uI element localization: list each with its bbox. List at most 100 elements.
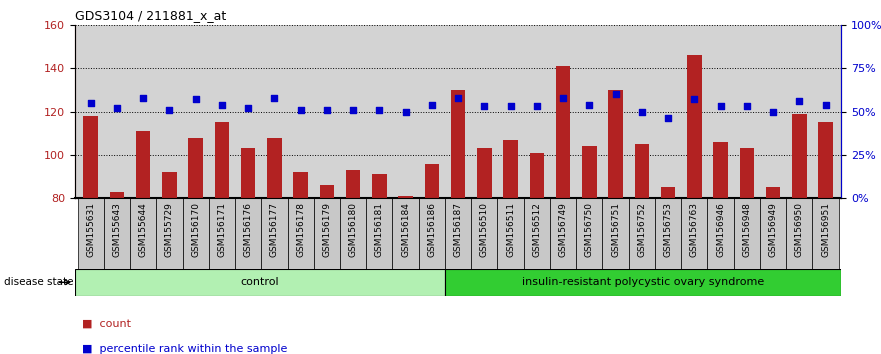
- Bar: [766, 187, 781, 198]
- Bar: [393, 198, 418, 269]
- Bar: [714, 142, 728, 198]
- Text: GSM156511: GSM156511: [506, 202, 515, 257]
- Bar: [556, 66, 570, 198]
- Bar: [603, 198, 629, 269]
- Text: GSM156946: GSM156946: [716, 202, 725, 257]
- Bar: [84, 116, 98, 198]
- Point: [582, 102, 596, 107]
- Bar: [734, 198, 760, 269]
- Bar: [498, 198, 523, 269]
- Bar: [267, 137, 282, 198]
- Text: GSM156186: GSM156186: [427, 202, 436, 257]
- Point: [241, 105, 255, 111]
- Bar: [366, 198, 393, 269]
- Bar: [503, 140, 518, 198]
- Point: [189, 97, 203, 102]
- Text: insulin-resistant polycystic ovary syndrome: insulin-resistant polycystic ovary syndr…: [522, 277, 764, 287]
- Bar: [445, 269, 841, 296]
- Bar: [445, 198, 471, 269]
- Bar: [471, 198, 498, 269]
- Bar: [740, 148, 754, 198]
- Text: GSM155631: GSM155631: [86, 202, 95, 257]
- Point: [766, 109, 781, 114]
- Point: [661, 116, 675, 121]
- Bar: [346, 170, 360, 198]
- Text: GSM155729: GSM155729: [165, 202, 174, 257]
- Text: GSM156178: GSM156178: [296, 202, 305, 257]
- Bar: [792, 114, 807, 198]
- Bar: [320, 185, 334, 198]
- Point: [346, 107, 360, 113]
- Bar: [681, 198, 707, 269]
- Point: [162, 107, 176, 113]
- Point: [215, 102, 229, 107]
- Text: GSM156171: GSM156171: [218, 202, 226, 257]
- Bar: [655, 198, 681, 269]
- Point: [609, 91, 623, 97]
- Bar: [241, 148, 255, 198]
- Text: GSM156752: GSM156752: [637, 202, 647, 257]
- Point: [818, 102, 833, 107]
- Bar: [104, 198, 130, 269]
- Point: [714, 103, 728, 109]
- Text: GSM156180: GSM156180: [349, 202, 358, 257]
- Bar: [262, 198, 287, 269]
- Bar: [109, 192, 124, 198]
- Bar: [398, 196, 413, 198]
- Text: GSM156512: GSM156512: [532, 202, 541, 257]
- Bar: [523, 198, 550, 269]
- Text: GSM156181: GSM156181: [375, 202, 384, 257]
- Bar: [629, 198, 655, 269]
- Point: [267, 95, 281, 101]
- Point: [687, 97, 701, 102]
- Point: [556, 95, 570, 101]
- Point: [320, 107, 334, 113]
- Bar: [760, 198, 786, 269]
- Bar: [78, 198, 104, 269]
- Text: GSM156951: GSM156951: [821, 202, 830, 257]
- Point: [110, 105, 124, 111]
- Point: [398, 109, 412, 114]
- Bar: [786, 198, 812, 269]
- Text: GSM156763: GSM156763: [690, 202, 699, 257]
- Text: disease state: disease state: [4, 277, 74, 287]
- Point: [504, 103, 518, 109]
- Bar: [418, 198, 445, 269]
- Text: GSM156749: GSM156749: [559, 202, 567, 257]
- Text: GDS3104 / 211881_x_at: GDS3104 / 211881_x_at: [75, 9, 226, 22]
- Point: [529, 103, 544, 109]
- Text: ■  percentile rank within the sample: ■ percentile rank within the sample: [75, 344, 287, 354]
- Bar: [529, 153, 544, 198]
- Bar: [215, 122, 229, 198]
- Bar: [156, 198, 182, 269]
- Point: [740, 103, 754, 109]
- Text: GSM156170: GSM156170: [191, 202, 200, 257]
- Bar: [550, 198, 576, 269]
- Text: GSM156948: GSM156948: [743, 202, 751, 257]
- Bar: [576, 198, 603, 269]
- Text: GSM156177: GSM156177: [270, 202, 279, 257]
- Bar: [189, 137, 203, 198]
- Text: control: control: [241, 277, 279, 287]
- Text: GSM156179: GSM156179: [322, 202, 331, 257]
- Point: [136, 95, 150, 101]
- Bar: [372, 175, 387, 198]
- Bar: [162, 172, 176, 198]
- Bar: [75, 269, 445, 296]
- Text: GSM156187: GSM156187: [454, 202, 463, 257]
- Bar: [425, 164, 439, 198]
- Text: GSM156510: GSM156510: [480, 202, 489, 257]
- Point: [792, 98, 806, 104]
- Bar: [209, 198, 235, 269]
- Bar: [687, 55, 701, 198]
- Bar: [130, 198, 156, 269]
- Text: ■  count: ■ count: [75, 319, 131, 329]
- Bar: [818, 122, 833, 198]
- Point: [478, 103, 492, 109]
- Text: GSM156750: GSM156750: [585, 202, 594, 257]
- Text: GSM156753: GSM156753: [663, 202, 672, 257]
- Point: [425, 102, 439, 107]
- Bar: [451, 90, 465, 198]
- Bar: [182, 198, 209, 269]
- Text: GSM156176: GSM156176: [244, 202, 253, 257]
